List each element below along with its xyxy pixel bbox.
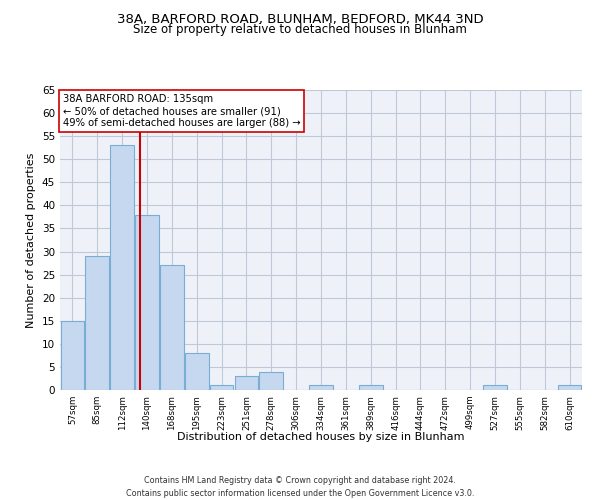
Bar bbox=[210, 386, 233, 390]
Bar bbox=[235, 376, 258, 390]
Bar bbox=[259, 372, 283, 390]
Y-axis label: Number of detached properties: Number of detached properties bbox=[26, 152, 37, 328]
Bar bbox=[359, 386, 383, 390]
Bar bbox=[483, 386, 507, 390]
Bar bbox=[61, 321, 84, 390]
Text: 38A BARFORD ROAD: 135sqm
← 50% of detached houses are smaller (91)
49% of semi-d: 38A BARFORD ROAD: 135sqm ← 50% of detach… bbox=[62, 94, 300, 128]
Text: Distribution of detached houses by size in Blunham: Distribution of detached houses by size … bbox=[177, 432, 465, 442]
Bar bbox=[309, 386, 333, 390]
Bar bbox=[85, 256, 109, 390]
Text: 38A, BARFORD ROAD, BLUNHAM, BEDFORD, MK44 3ND: 38A, BARFORD ROAD, BLUNHAM, BEDFORD, MK4… bbox=[116, 12, 484, 26]
Bar bbox=[110, 146, 134, 390]
Bar bbox=[185, 353, 209, 390]
Text: Contains HM Land Registry data © Crown copyright and database right 2024.
Contai: Contains HM Land Registry data © Crown c… bbox=[126, 476, 474, 498]
Bar bbox=[160, 266, 184, 390]
Bar bbox=[135, 214, 159, 390]
Bar bbox=[558, 386, 581, 390]
Text: Size of property relative to detached houses in Blunham: Size of property relative to detached ho… bbox=[133, 22, 467, 36]
